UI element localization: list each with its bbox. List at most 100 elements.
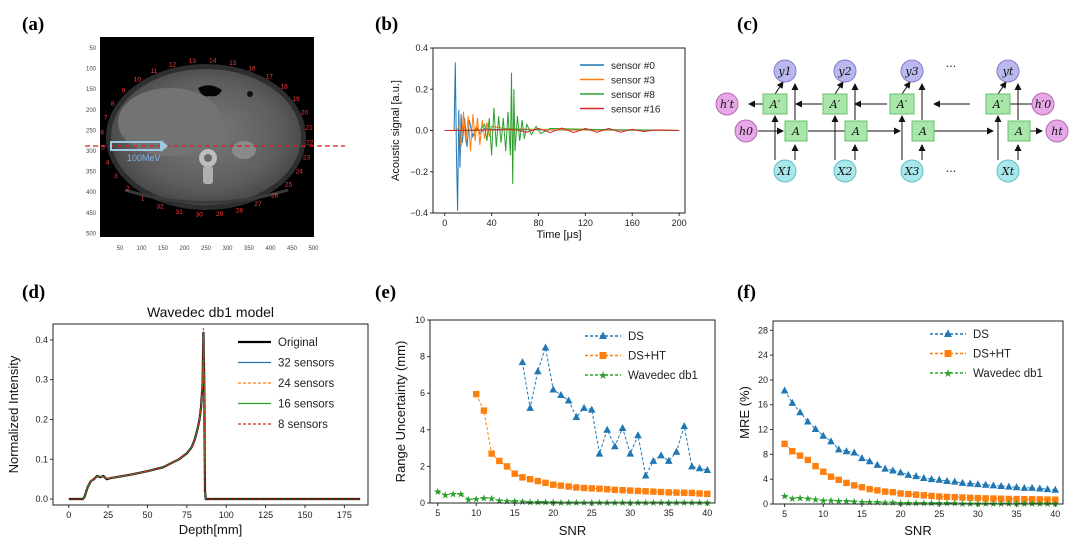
sensor-number: 4 [106, 159, 110, 166]
data-point [496, 457, 503, 465]
y-tick-label: 0.0 [415, 126, 428, 136]
x-tick-label: 15 [510, 508, 520, 518]
data-point: ★ [618, 498, 627, 509]
y-axis-label: Normalized Intensity [6, 355, 21, 473]
sensor-number: 14 [209, 58, 217, 65]
sensor-number: 31 [175, 209, 183, 216]
ct-spine [203, 166, 213, 184]
data-point: ★ [449, 489, 458, 500]
data-point: ★ [695, 498, 704, 509]
legend-label: Original [278, 337, 318, 349]
ct-kidney [232, 141, 256, 159]
data-point [982, 495, 989, 502]
state-h0-label: h0 [739, 125, 753, 138]
data-point [827, 473, 835, 480]
data-point [588, 485, 595, 492]
data-point [951, 493, 958, 501]
state-h-prime-t-label: h′t [720, 98, 735, 111]
data-point [534, 477, 542, 485]
data-point [573, 484, 580, 491]
data-point [796, 452, 804, 459]
data-point [511, 470, 518, 477]
data-point [657, 451, 665, 459]
data-point: ★ [811, 495, 820, 506]
output-node [773, 59, 797, 83]
data-point: ★ [487, 494, 496, 505]
plot-frame [52, 323, 369, 506]
legend-label: DS [628, 331, 644, 343]
legend-label: 8 sensors [278, 419, 328, 431]
data-point [827, 437, 835, 445]
data-point [680, 422, 688, 430]
data-point [843, 479, 850, 487]
data-point [1005, 495, 1013, 503]
sensor-number: 18 [281, 84, 289, 91]
y-tick-label: 0.1 [35, 454, 48, 464]
y-tick-label: 0.3 [35, 375, 48, 385]
sensor-number: 6 [100, 129, 104, 136]
sensor-number: 17 [266, 73, 274, 80]
data-point: ★ [503, 497, 512, 508]
x-tick-label: 40 [702, 508, 712, 518]
ct-y-tick: 350 [86, 170, 97, 176]
data-point: ★ [834, 496, 843, 507]
ct-couch [124, 188, 289, 204]
ct-x-tick: 50 [117, 246, 124, 252]
data-point [480, 407, 488, 414]
y-tick-label: 0.2 [35, 414, 48, 424]
plot-frame [772, 320, 1064, 505]
sensor-number: 3 [114, 173, 118, 180]
x-tick-label: 0 [66, 510, 71, 520]
x-tick-label: 5 [435, 508, 440, 518]
x-axis-label: Time [μs] [536, 229, 581, 241]
sensor-number: 30 [196, 211, 204, 218]
legend-label: DS [973, 329, 989, 341]
x-tick-label: 25 [587, 508, 597, 518]
data-point [1021, 495, 1028, 503]
data-point [873, 460, 882, 468]
ct-x-tick: 100 [136, 246, 147, 252]
data-point: ★ [610, 498, 619, 509]
input-node [900, 159, 924, 183]
data-point [997, 495, 1005, 502]
data-point [596, 485, 603, 492]
x-tick-label: 30 [973, 509, 983, 519]
data-point [1028, 496, 1036, 503]
sensor-number: 23 [303, 154, 311, 161]
data-point [541, 343, 550, 351]
data-point: ★ [510, 497, 519, 508]
sensor-number: 11 [151, 68, 158, 75]
data-point [565, 483, 572, 490]
backward-cell [822, 93, 848, 115]
y-tick-label: 2 [420, 461, 425, 471]
y-tick-label: 6 [420, 388, 425, 398]
sensor-number: 32 [156, 204, 164, 211]
ct-y-tick: 100 [86, 67, 97, 73]
data-point [920, 473, 928, 481]
output-node-label: y3 [904, 65, 918, 78]
data-point [811, 424, 820, 432]
data-point [851, 482, 858, 489]
data-point [634, 431, 642, 439]
sensor-number: 5 [101, 145, 105, 152]
data-point [1005, 482, 1013, 490]
state-ht [1045, 119, 1069, 143]
sensor-number: 25 [285, 181, 293, 188]
data-point: ★ [472, 494, 481, 505]
data-point [696, 490, 703, 497]
backward-cell [889, 93, 915, 115]
wavedec-depth-chart: 0.0 0.1 0.2 0.3 0.4 0 25 50 75 100 125 150 175 Depth[… [6, 304, 369, 537]
proton-beam-arrowhead [161, 140, 168, 152]
data-point: ★ [441, 490, 450, 501]
legend-label: 24 sensors [278, 378, 335, 390]
ct-y-tick: 250 [86, 128, 97, 134]
data-point [904, 470, 913, 478]
data-point [650, 488, 657, 495]
x-tick-label: 125 [258, 510, 273, 520]
beam-energy-label: 100MeV [127, 153, 161, 163]
data-point [788, 398, 797, 406]
x-tick-label: 25 [934, 509, 944, 519]
data-point: ★ [680, 498, 689, 509]
